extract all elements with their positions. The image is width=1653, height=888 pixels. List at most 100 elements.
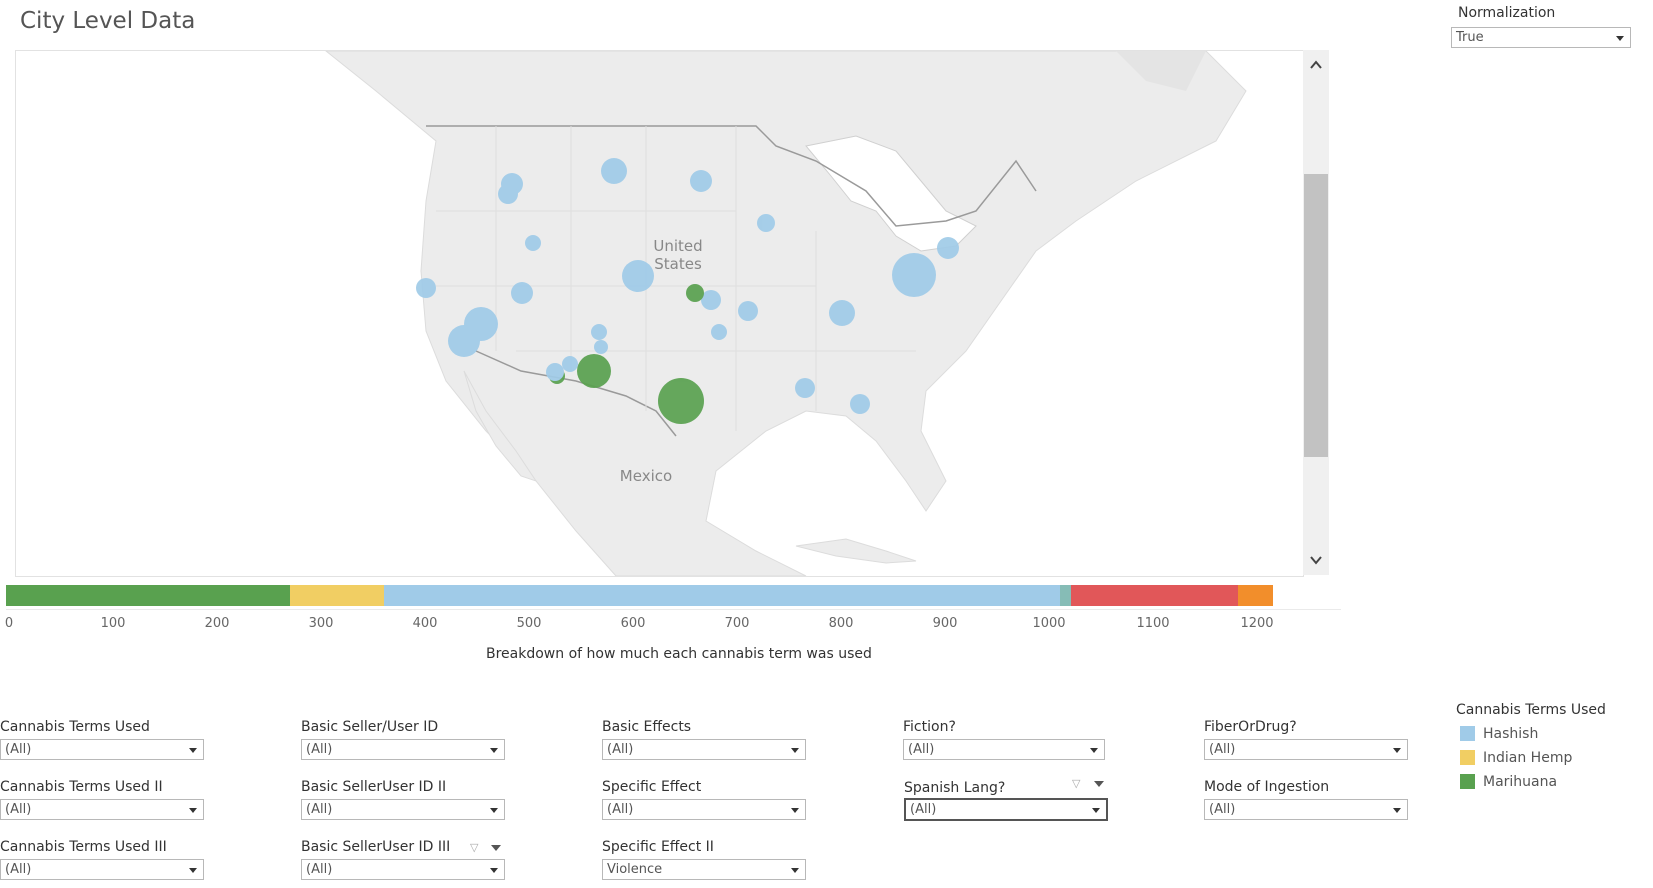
dropdown-value: (All) xyxy=(908,742,935,757)
seller-id-dropdown[interactable]: (All) xyxy=(301,739,505,760)
seller-id-iii-dropdown[interactable]: (All) xyxy=(301,859,505,880)
chevron-up-icon[interactable] xyxy=(1309,58,1323,72)
cannabis-terms-ii-dropdown[interactable]: (All) xyxy=(0,799,204,820)
axis-tick-label: 200 xyxy=(204,616,230,631)
legend-label: Hashish xyxy=(1483,726,1539,742)
chevron-down-icon[interactable] xyxy=(491,845,501,851)
legend-item-indian-hemp[interactable]: Indian Hemp xyxy=(1460,750,1572,766)
chevron-down-icon xyxy=(490,868,498,873)
chevron-down-icon[interactable] xyxy=(1309,553,1323,567)
axis-tick-label: 800 xyxy=(828,616,854,631)
bar-segment-teal[interactable] xyxy=(1059,585,1071,606)
bar-segment-indian-hemp[interactable] xyxy=(289,585,384,606)
chevron-down-icon xyxy=(189,868,197,873)
city-marker-hashish xyxy=(690,170,712,192)
city-marker-hashish xyxy=(498,184,518,204)
bar-segment-hashish[interactable] xyxy=(383,585,1060,606)
city-marker-hashish xyxy=(601,158,627,184)
dropdown-value: (All) xyxy=(306,802,333,817)
legend-title: Cannabis Terms Used xyxy=(1456,702,1606,718)
scrollbar-thumb[interactable] xyxy=(1304,174,1328,457)
axis-tick-label: 500 xyxy=(516,616,542,631)
cannabis-terms-iii-dropdown[interactable]: (All) xyxy=(0,859,204,880)
city-marker-hashish xyxy=(850,394,870,414)
term-breakdown-chart: 0 100 200 300 400 500 600 700 800 900 1000 1100 1200… xyxy=(0,581,1341,671)
chevron-down-icon xyxy=(1393,808,1401,813)
dropdown-value: (All) xyxy=(1209,802,1236,817)
city-marker-hashish xyxy=(829,300,855,326)
filter-icon[interactable]: ▽ xyxy=(470,841,479,854)
page-title: City Level Data xyxy=(20,8,196,34)
fiber-or-drug-dropdown[interactable]: (All) xyxy=(1204,739,1408,760)
chart-title: Breakdown of how much each cannabis term… xyxy=(486,646,872,662)
filter-label: FiberOrDrug? xyxy=(1204,719,1297,735)
us-canada-border xyxy=(426,125,1037,227)
spanish-lang-dropdown[interactable]: (All) xyxy=(904,798,1108,821)
city-marker-hashish xyxy=(562,356,578,372)
filter-label: Basic Effects xyxy=(602,719,692,735)
legend-item-hashish[interactable]: Hashish xyxy=(1460,726,1538,742)
axis-tick-label: 700 xyxy=(724,616,750,631)
bar-segment-red[interactable] xyxy=(1070,585,1239,606)
filter-label: Mode of Ingestion xyxy=(1204,779,1330,795)
city-markers xyxy=(416,158,959,424)
bar-segment-orange[interactable] xyxy=(1238,585,1273,606)
legend-swatch xyxy=(1460,774,1475,789)
chevron-down-icon xyxy=(791,808,799,813)
dropdown-value: (All) xyxy=(306,862,333,877)
city-marker-hashish xyxy=(937,237,959,259)
map-label-states: States xyxy=(654,255,702,273)
city-marker-marihuana xyxy=(686,284,704,302)
chevron-down-icon xyxy=(189,808,197,813)
city-marker-hashish xyxy=(701,290,721,310)
fiction-dropdown[interactable]: (All) xyxy=(903,739,1105,760)
cannabis-terms-dropdown[interactable]: (All) xyxy=(0,739,204,760)
map-canvas: United States Mexico xyxy=(325,51,1247,576)
mode-of-ingestion-dropdown[interactable]: (All) xyxy=(1204,799,1408,820)
axis-tick-label: 400 xyxy=(412,616,438,631)
filter-label: Basic SellerUser ID III xyxy=(301,839,451,855)
chevron-down-icon xyxy=(189,748,197,753)
legend-item-marihuana[interactable]: Marihuana xyxy=(1460,774,1557,790)
chevron-down-icon xyxy=(791,868,799,873)
filter-label: Specific Effect xyxy=(602,779,702,795)
normalization-dropdown[interactable]: True xyxy=(1451,27,1631,48)
city-marker-hashish xyxy=(892,253,936,297)
specific-effect-dropdown[interactable]: (All) xyxy=(602,799,806,820)
dropdown-value: (All) xyxy=(607,802,634,817)
axis-tick-label: 0 xyxy=(4,616,14,631)
axis-tick-label: 1200 xyxy=(1240,616,1274,631)
caribbean-landmass xyxy=(795,538,917,564)
city-marker-hashish xyxy=(525,235,541,251)
legend-swatch xyxy=(1460,750,1475,765)
us-mexico-border xyxy=(475,350,677,437)
chevron-down-icon xyxy=(1616,36,1624,41)
filter-icon[interactable]: ▽ xyxy=(1072,777,1081,790)
dropdown-value: Violence xyxy=(607,862,663,877)
city-marker-hashish xyxy=(622,260,654,292)
dropdown-value: (All) xyxy=(910,802,937,817)
baja-landmass xyxy=(463,370,538,482)
axis-tick-label: 900 xyxy=(932,616,958,631)
dropdown-value: (All) xyxy=(306,742,333,757)
axis-tick-label: 300 xyxy=(308,616,334,631)
axis-tick-label: 100 xyxy=(100,616,126,631)
map-label-united: United xyxy=(653,237,702,255)
city-marker-hashish xyxy=(511,282,533,304)
basic-effects-dropdown[interactable]: (All) xyxy=(602,739,806,760)
chevron-down-icon[interactable] xyxy=(1094,781,1104,787)
seller-id-ii-dropdown[interactable]: (All) xyxy=(301,799,505,820)
stacked-bar xyxy=(6,585,1273,606)
city-map[interactable]: United States Mexico xyxy=(15,50,1304,577)
city-marker-hashish xyxy=(546,363,564,381)
state-lines xyxy=(436,126,916,431)
filter-label: Fiction? xyxy=(903,719,956,735)
bar-segment-marihuana[interactable] xyxy=(6,585,290,606)
dropdown-value: (All) xyxy=(5,802,32,817)
map-scrollbar[interactable] xyxy=(1303,50,1329,575)
city-marker-hashish xyxy=(591,324,607,340)
north-america-landmass xyxy=(325,51,1247,576)
specific-effect-ii-dropdown[interactable]: Violence xyxy=(602,859,806,880)
filter-label: Cannabis Terms Used xyxy=(0,719,150,735)
chevron-down-icon xyxy=(1393,748,1401,753)
